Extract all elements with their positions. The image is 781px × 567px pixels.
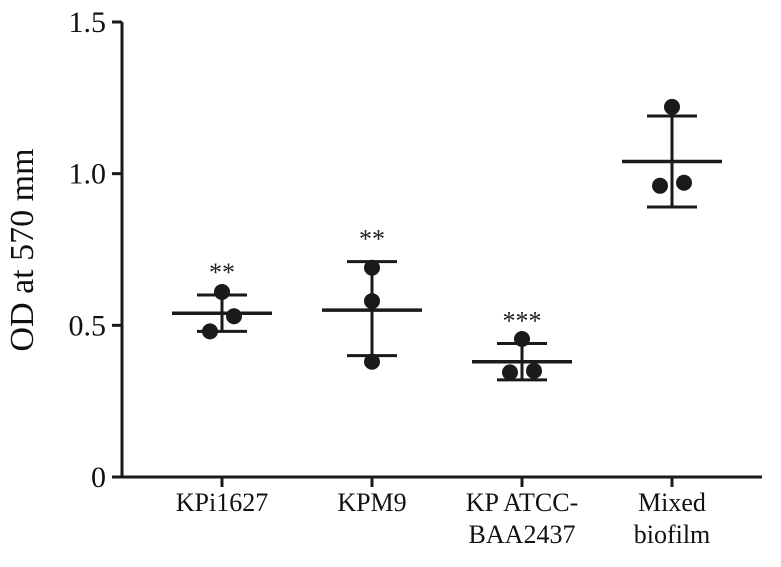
y-tick-label: 1.5 (69, 6, 107, 39)
data-point (502, 364, 518, 381)
y-tick-label: 1.0 (69, 158, 107, 191)
x-tick-label: BAA2437 (469, 520, 576, 549)
y-tick-label: 0.5 (69, 309, 107, 342)
data-point (214, 283, 230, 300)
data-point (226, 308, 242, 325)
significance-label: *** (503, 307, 542, 336)
data-point (526, 362, 542, 379)
x-tick-label: KPM9 (337, 488, 406, 517)
significance-label: ** (209, 258, 235, 287)
data-point (364, 293, 380, 310)
x-tick-label: KPi1627 (176, 488, 268, 517)
data-point (664, 98, 680, 115)
marks: ******* (172, 98, 722, 382)
data-point (514, 330, 530, 347)
significance-label: ** (359, 225, 385, 254)
data-point (364, 353, 380, 370)
y-tick-label: 0 (91, 461, 106, 494)
data-point (676, 174, 692, 191)
y-axis-label: OD at 570 mm (4, 148, 41, 351)
data-point (652, 177, 668, 194)
x-tick-label: biofilm (634, 520, 711, 549)
data-point (202, 323, 218, 340)
axes: 0 0.5 1.0 1.5 KPi1627 KPM9 KP ATCC- BAA2437 Mixe… (69, 6, 762, 549)
data-point (364, 259, 380, 276)
x-tick-label: Mixed (638, 488, 706, 517)
x-tick-label: KP ATCC- (466, 488, 578, 517)
